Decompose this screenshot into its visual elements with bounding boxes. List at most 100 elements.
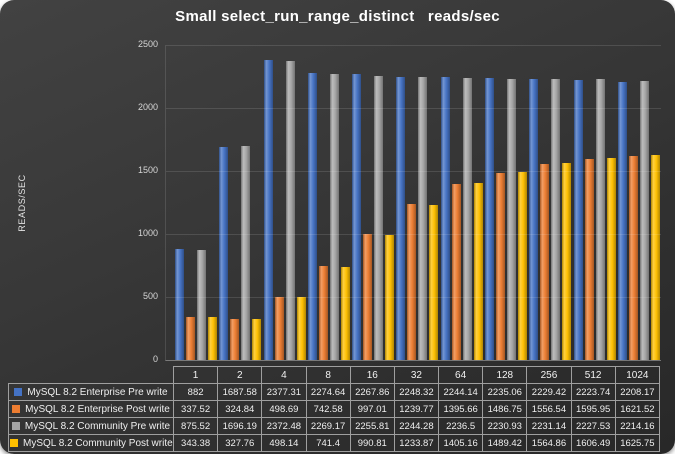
bar — [606, 157, 616, 360]
value-cell: 997.01 — [349, 400, 395, 418]
bar-group — [484, 45, 528, 360]
value-cell: 2229.42 — [526, 383, 572, 401]
value-cell: 2267.86 — [349, 383, 395, 401]
category-header: 4 — [261, 366, 307, 384]
bar — [296, 297, 306, 360]
gridline — [166, 108, 661, 109]
bar — [407, 203, 417, 360]
value-cell: 1556.54 — [526, 400, 572, 418]
y-tick-label: 0 — [152, 354, 158, 364]
value-cell: 2274.64 — [305, 383, 351, 401]
bar-group — [440, 45, 484, 360]
category-header: 64 — [438, 366, 484, 384]
table-row: MySQL 8.2 Enterprise Pre write 882 1687.58… — [8, 383, 661, 401]
chart-title: Small select_run_range_distinct reads/se… — [175, 8, 500, 25]
bar-group — [174, 45, 218, 360]
bar — [208, 316, 218, 360]
bar — [551, 78, 561, 360]
value-cell: 1395.66 — [438, 400, 484, 418]
bar — [374, 75, 384, 360]
value-cell: 1696.19 — [217, 417, 263, 435]
value-cell: 1405.16 — [438, 434, 484, 452]
category-header: 1024 — [614, 366, 661, 384]
category-header: 512 — [570, 366, 616, 384]
bar — [219, 147, 229, 360]
bar — [230, 319, 240, 360]
bars-container — [174, 45, 661, 360]
table-corner-cell — [9, 367, 174, 384]
gridline — [166, 171, 661, 172]
bar — [318, 266, 328, 360]
bar — [540, 163, 550, 360]
bar — [396, 76, 406, 360]
series-color-swatch-icon — [14, 387, 23, 396]
category-header: 128 — [482, 366, 528, 384]
value-cell: 2248.32 — [393, 383, 440, 401]
value-cell: 2208.17 — [614, 383, 661, 401]
value-cell: 498.69 — [261, 400, 307, 418]
bar — [573, 79, 583, 360]
category-header: 256 — [526, 366, 572, 384]
y-tick-label: 500 — [142, 291, 158, 301]
bar — [263, 60, 273, 360]
value-cell: 875.52 — [172, 417, 219, 435]
value-cell: 1239.77 — [393, 400, 440, 418]
category-header: 16 — [349, 366, 395, 384]
bar-group — [218, 45, 262, 360]
value-cell: 882 — [172, 383, 219, 401]
table-row: MySQL 8.2 Community Pre write 875.52 1696.… — [8, 417, 661, 435]
bar — [529, 79, 539, 360]
value-cell: 2269.17 — [305, 417, 351, 435]
value-cell: 498.14 — [261, 434, 307, 452]
gridline — [166, 45, 661, 46]
bar — [473, 182, 483, 360]
gridline — [166, 297, 661, 298]
value-cell: 2377.31 — [261, 383, 307, 401]
bar — [418, 77, 428, 360]
legend-cell: MySQL 8.2 Enterprise Pre write — [8, 383, 174, 401]
y-tick-label: 2000 — [137, 102, 158, 112]
series-color-swatch-icon — [10, 438, 18, 447]
bar — [462, 78, 472, 360]
value-cell: 2372.48 — [261, 417, 307, 435]
value-cell: 741.4 — [305, 434, 351, 452]
value-cell: 1595.95 — [570, 400, 616, 418]
value-cell: 1564.86 — [526, 434, 572, 452]
bar — [329, 74, 339, 360]
legend-cell: MySQL 8.2 Enterprise Post write — [8, 400, 174, 418]
bar — [186, 317, 196, 360]
legend-cell: MySQL 8.2 Community Post write — [8, 434, 174, 452]
value-cell: 2244.28 — [393, 417, 440, 435]
bar-group — [395, 45, 439, 360]
value-cell: 1687.58 — [217, 383, 263, 401]
bar — [595, 79, 605, 360]
bar — [562, 162, 572, 360]
bar — [484, 78, 494, 360]
bar — [650, 155, 660, 360]
bar — [274, 297, 284, 360]
series-color-swatch-icon — [12, 404, 21, 413]
bar — [451, 184, 461, 360]
value-cell: 327.76 — [217, 434, 263, 452]
bar-group — [572, 45, 616, 360]
bar — [241, 146, 251, 360]
y-tick-label: 1500 — [137, 165, 158, 175]
legend-cell: MySQL 8.2 Community Pre write — [8, 417, 174, 435]
category-header: 32 — [393, 366, 440, 384]
value-cell: 1489.42 — [482, 434, 528, 452]
value-cell: 337.52 — [172, 400, 219, 418]
value-cell: 2227.53 — [570, 417, 616, 435]
value-cell: 1625.75 — [614, 434, 661, 452]
value-cell: 1621.52 — [614, 400, 661, 418]
bar — [506, 78, 516, 360]
table-row: MySQL 8.2 Enterprise Post write 337.52 324… — [8, 400, 661, 418]
bar — [495, 172, 505, 360]
value-cell: 990.81 — [349, 434, 395, 452]
series-color-swatch-icon — [11, 421, 20, 430]
value-cell: 2230.93 — [482, 417, 528, 435]
value-cell: 2244.14 — [438, 383, 484, 401]
value-cell: 2223.74 — [570, 383, 616, 401]
category-header: 8 — [305, 366, 351, 384]
gridline — [166, 234, 661, 235]
